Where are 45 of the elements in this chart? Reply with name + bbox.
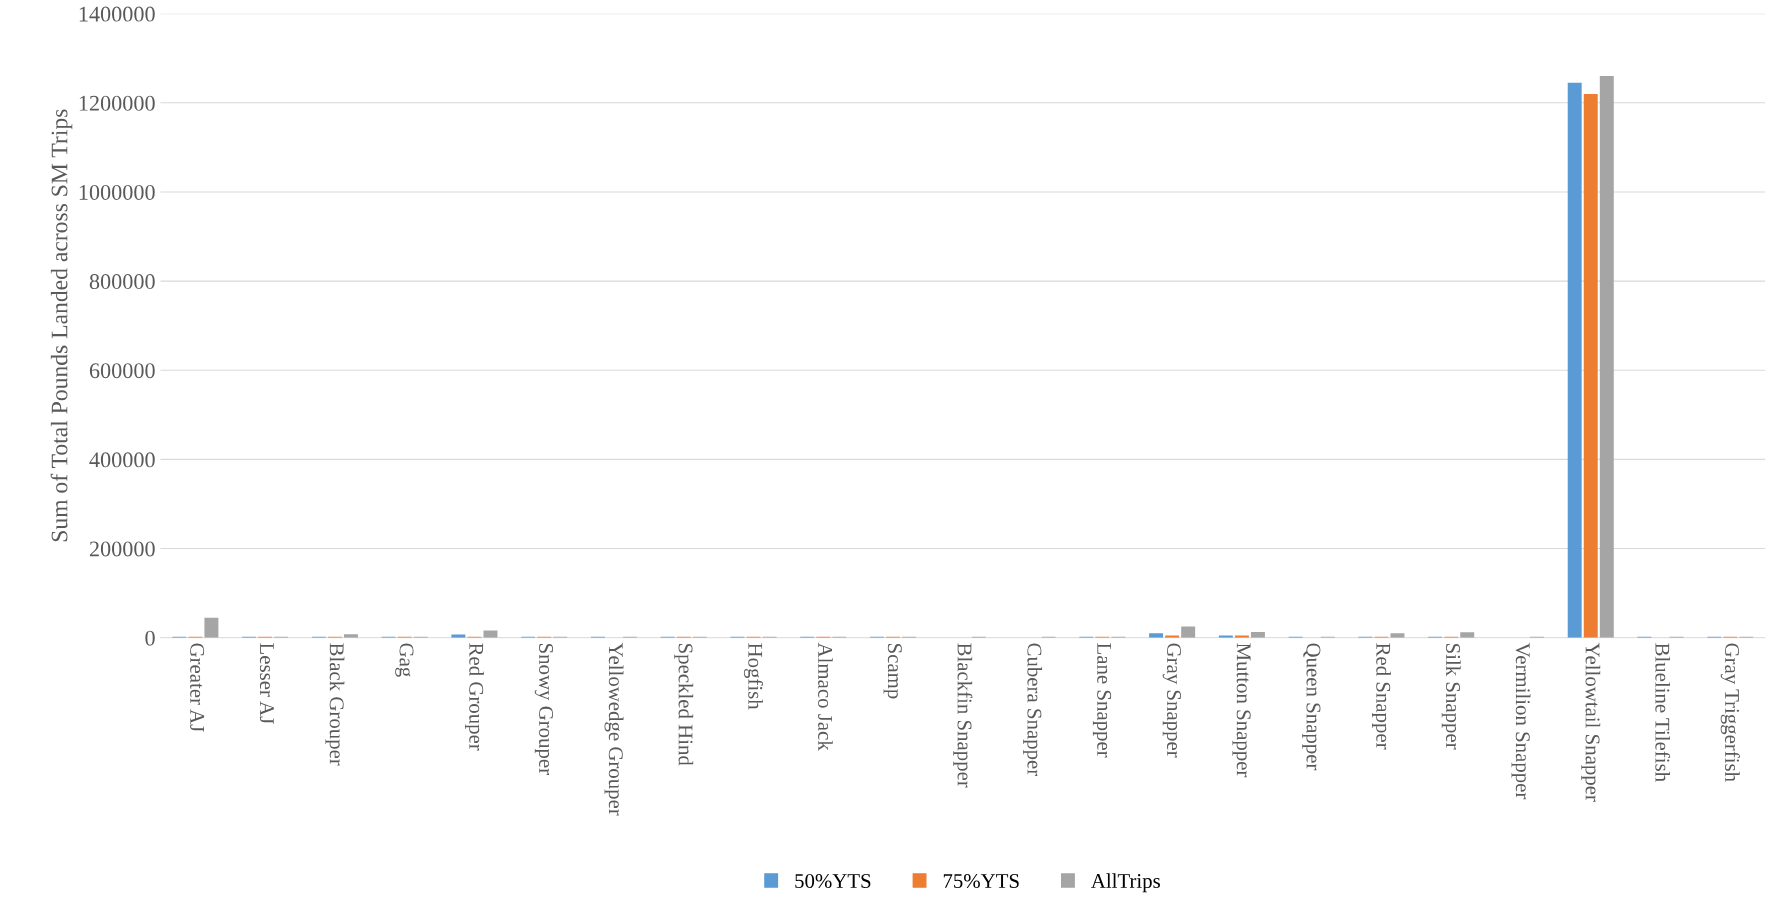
bar <box>1599 76 1614 638</box>
legend-label: 75%YTS <box>943 873 1019 889</box>
x-tick-label: Hogfish <box>743 643 764 710</box>
x-tick-label: Silk Snapper <box>1441 643 1461 750</box>
x-tick-label: Speckled Hind <box>674 643 694 766</box>
x-tick-label: Scamp <box>883 643 902 699</box>
x-tick-label: Yellowtail Snapper <box>1581 642 1601 802</box>
bar <box>1165 635 1180 638</box>
y-tick-label: 1000000 <box>79 184 155 200</box>
bar <box>1218 635 1233 638</box>
y-tick-label: 400000 <box>89 452 155 468</box>
y-tick-label: 0 <box>145 630 155 646</box>
y-axis-title: Sum of Total Pounds Landed across SM Trips <box>50 109 73 542</box>
bar <box>1181 626 1196 638</box>
bar <box>1583 93 1598 638</box>
x-tick-label: Blackfin Snapper <box>953 643 973 788</box>
legend-label: 50%YTS <box>795 873 871 889</box>
x-tick-label: Lesser AJ <box>259 643 274 724</box>
x-tick-label: Vermilion Snapper <box>1511 642 1531 800</box>
x-tick-label: Gray Triggerfish <box>1720 643 1740 782</box>
x-tick-label: Black Grouper <box>325 643 345 766</box>
x-tick-label: Snowy Grouper <box>534 643 554 775</box>
x-tick-label: Cubera Snapper <box>1023 643 1043 777</box>
y-tick-label: 1400000 <box>79 6 155 22</box>
x-tick-label: Gag <box>395 643 414 677</box>
x-tick-label: Blueline Tilefish <box>1655 643 1671 782</box>
x-tick-label: Queen Snapper <box>1302 643 1321 771</box>
x-tick-label: Almaco Jack <box>818 642 833 751</box>
x-tick-label: Yellowedge Grouper <box>604 642 624 816</box>
y-tick-label: 800000 <box>89 274 155 290</box>
bar <box>1460 632 1475 638</box>
y-tick-label: 600000 <box>89 363 155 379</box>
x-tick-label: Greater AJ <box>190 643 205 732</box>
x-tick-label: Lane Snapper <box>1092 643 1112 758</box>
bar <box>1567 82 1582 638</box>
x-tick-label: Red Snapper <box>1371 643 1391 750</box>
bar <box>1234 635 1249 638</box>
x-tick-label: Gray Snapper <box>1162 643 1181 758</box>
bar <box>204 617 219 638</box>
y-tick-label: 1200000 <box>79 95 155 111</box>
bar <box>1149 633 1164 638</box>
x-tick-label: Mutton Snapper <box>1232 643 1251 778</box>
legend-label: AllTrips <box>1091 873 1160 893</box>
y-tick-label: 200000 <box>89 541 155 557</box>
x-tick-label: Red Grouper <box>464 643 484 751</box>
